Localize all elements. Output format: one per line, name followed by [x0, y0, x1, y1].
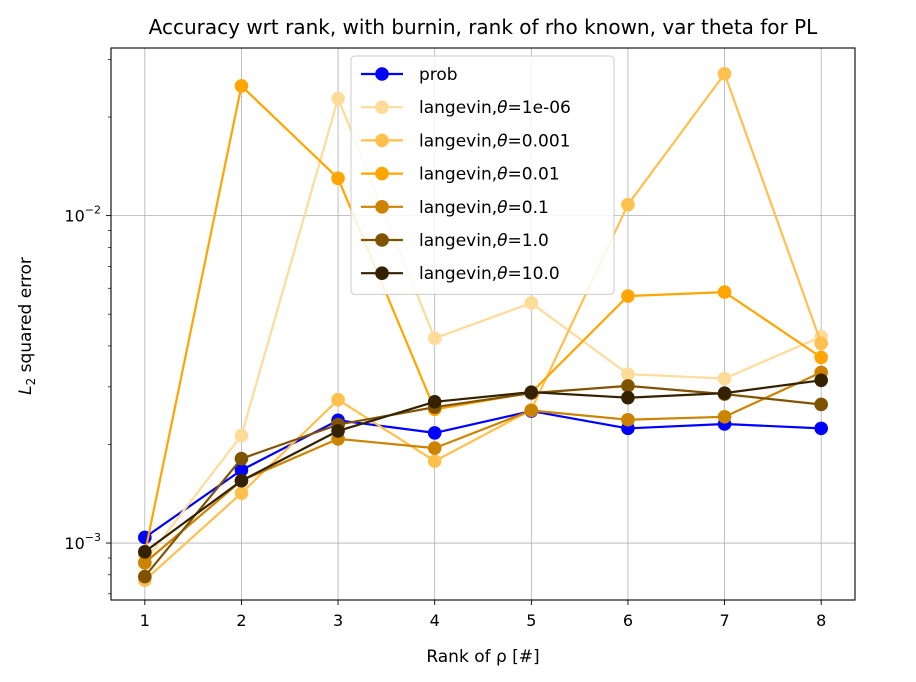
data-point [427, 395, 442, 409]
series-line [144, 379, 822, 553]
series-line [143, 97, 822, 562]
x-tick-label: 2 [236, 611, 246, 630]
data-point [331, 392, 345, 407]
data-point [234, 451, 249, 466]
data-point [621, 379, 635, 393]
legend: prob langevin,θ=1e-06 langevin,θ=0.001 lang… [350, 55, 615, 295]
legend-label: langevin,θ=1.0 [419, 231, 549, 251]
x-tick-label: 5 [526, 611, 536, 630]
data-point [814, 373, 828, 388]
y-axis-label: L2 squared error [16, 257, 38, 395]
data-point [814, 350, 828, 365]
x-tick-label: 4 [430, 611, 440, 630]
x-tick-label: 3 [333, 611, 343, 630]
data-point [814, 336, 828, 351]
series-line [144, 410, 822, 539]
data-point [717, 371, 732, 386]
data-point [331, 171, 345, 186]
x-tick-label: 1 [140, 611, 150, 630]
y-tick-label: 10−2 [64, 204, 101, 226]
series-line [144, 371, 822, 564]
data-point [814, 397, 828, 412]
legend-marker [375, 200, 389, 214]
x-tick-label: 6 [623, 611, 633, 630]
data-point [621, 390, 635, 405]
data-point [427, 331, 442, 346]
legend-marker [375, 100, 389, 114]
plot-area [110, 47, 856, 601]
data-point [234, 428, 249, 443]
data-point [717, 67, 732, 81]
y-tick-label: 10−3 [64, 531, 101, 553]
legend-label: langevin,θ=1e-06 [419, 98, 571, 118]
data-point [427, 441, 442, 455]
legend-marker [375, 166, 389, 181]
legend-marker [375, 266, 389, 281]
legend-box [350, 55, 615, 295]
data-point [524, 403, 539, 418]
data-point [427, 426, 442, 440]
data-point [621, 412, 635, 427]
legend-label: langevin,θ=10.0 [419, 264, 560, 284]
data-point [234, 473, 249, 488]
chart-title: Accuracy wrt rank, with burnin, rank of … [149, 15, 819, 39]
data-point [717, 285, 732, 299]
data-point [138, 569, 152, 584]
legend-label: langevin,θ=0.001 [419, 131, 570, 151]
data-point [427, 454, 442, 468]
grid [111, 48, 855, 600]
data-point [717, 386, 732, 400]
legend-marker [375, 67, 389, 81]
x-ticks: 1 2 3 4 5 6 7 8 [140, 600, 826, 630]
legend-label: prob [419, 65, 458, 85]
data-point [331, 424, 345, 438]
x-axis-label: Rank of ρ [#] [426, 647, 539, 667]
data-point [331, 91, 345, 106]
data-point [524, 385, 539, 399]
x-tick-label: 8 [816, 611, 826, 630]
data-point [717, 409, 732, 424]
y-ticks: 10−3 10−2 [64, 59, 111, 595]
series-line [143, 384, 822, 578]
data-point [234, 463, 249, 477]
data-point [138, 556, 152, 570]
legend-label: langevin,θ=0.01 [419, 165, 560, 185]
x-tick-label: 7 [719, 611, 729, 630]
data-point [814, 421, 828, 436]
series-6 [138, 373, 828, 559]
data-point [621, 367, 635, 381]
legend-label: langevin,θ=0.1 [419, 198, 549, 218]
legend-marker [375, 233, 389, 247]
legend-marker [375, 133, 389, 148]
data-point [621, 197, 635, 212]
data-point [524, 296, 539, 310]
data-point [234, 79, 249, 93]
data-point [234, 486, 249, 500]
data-point [138, 545, 152, 559]
series-line [144, 72, 823, 582]
series-lines [138, 67, 828, 588]
data-point [621, 289, 635, 303]
